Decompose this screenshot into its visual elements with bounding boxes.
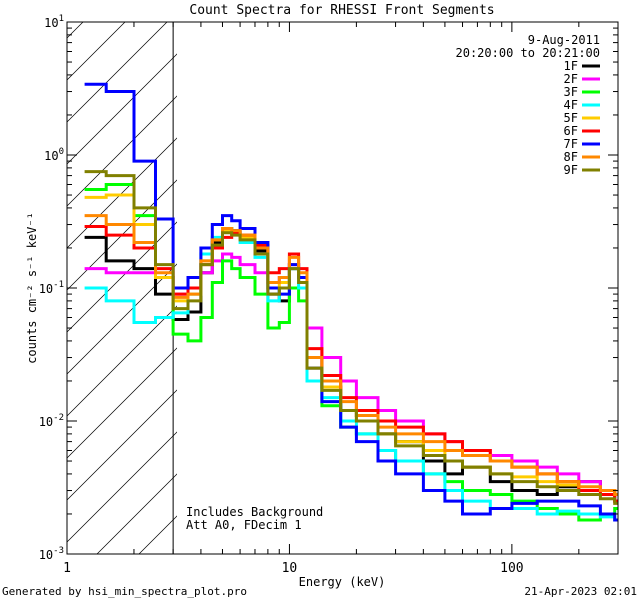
series-line-2F	[84, 252, 618, 503]
series-line-8F	[84, 214, 618, 496]
annotation-background: Includes Background	[186, 505, 323, 519]
legend-label: 1F	[564, 59, 578, 73]
date-label: 9-Aug-2011	[528, 33, 600, 47]
plot-frame	[66, 21, 619, 555]
hatched-region	[67, 0, 640, 554]
annotation-attenuator: Att A0, FDecim 1	[186, 518, 302, 532]
hatch-line	[67, 22, 126, 81]
chart-title: Count Spectra for RHESSI Front Segments	[189, 3, 494, 18]
y-tick-label: 100	[44, 147, 64, 163]
hatch-line	[265, 0, 640, 554]
y-tick-label: 101	[44, 14, 64, 30]
x-tick-label: 10	[282, 561, 298, 576]
legend-label: 9F	[564, 163, 578, 177]
hatch-line	[67, 22, 168, 123]
legend-label: 3F	[564, 85, 578, 99]
hatch-line	[67, 431, 177, 543]
hatch-line	[67, 22, 84, 39]
legend-label: 7F	[564, 137, 578, 151]
hatch-line	[67, 305, 177, 417]
timestamp-footer: 21-Apr-2023 02:01	[524, 585, 637, 598]
generated-by-footer: Generated by hsi_min_spectra_plot.pro	[2, 585, 247, 598]
legend-label: 5F	[564, 111, 578, 125]
hatch-line	[67, 389, 177, 501]
x-axis-label: Energy (keV)	[299, 575, 386, 589]
y-axis-label: counts cm⁻² s⁻¹ keV⁻¹	[25, 212, 39, 364]
series-line-5F	[84, 193, 618, 496]
legend-label: 6F	[564, 124, 578, 138]
legend-label: 4F	[564, 98, 578, 112]
x-tick-label: 100	[500, 561, 523, 576]
x-tick-label: 1	[63, 561, 71, 576]
y-tick-label: 10-1	[39, 280, 64, 296]
y-tick-label: 10-2	[39, 413, 64, 429]
time-range-label: 20:20:00 to 20:21:00	[456, 46, 601, 60]
hatch-line	[67, 179, 177, 291]
y-tick-label: 10-3	[39, 546, 64, 562]
series-line-9F	[84, 170, 618, 505]
legend-label: 2F	[564, 72, 578, 86]
hatch-line	[67, 347, 177, 459]
legend-label: 8F	[564, 150, 578, 164]
hatch-line	[67, 221, 177, 333]
series-line-7F	[84, 82, 618, 522]
